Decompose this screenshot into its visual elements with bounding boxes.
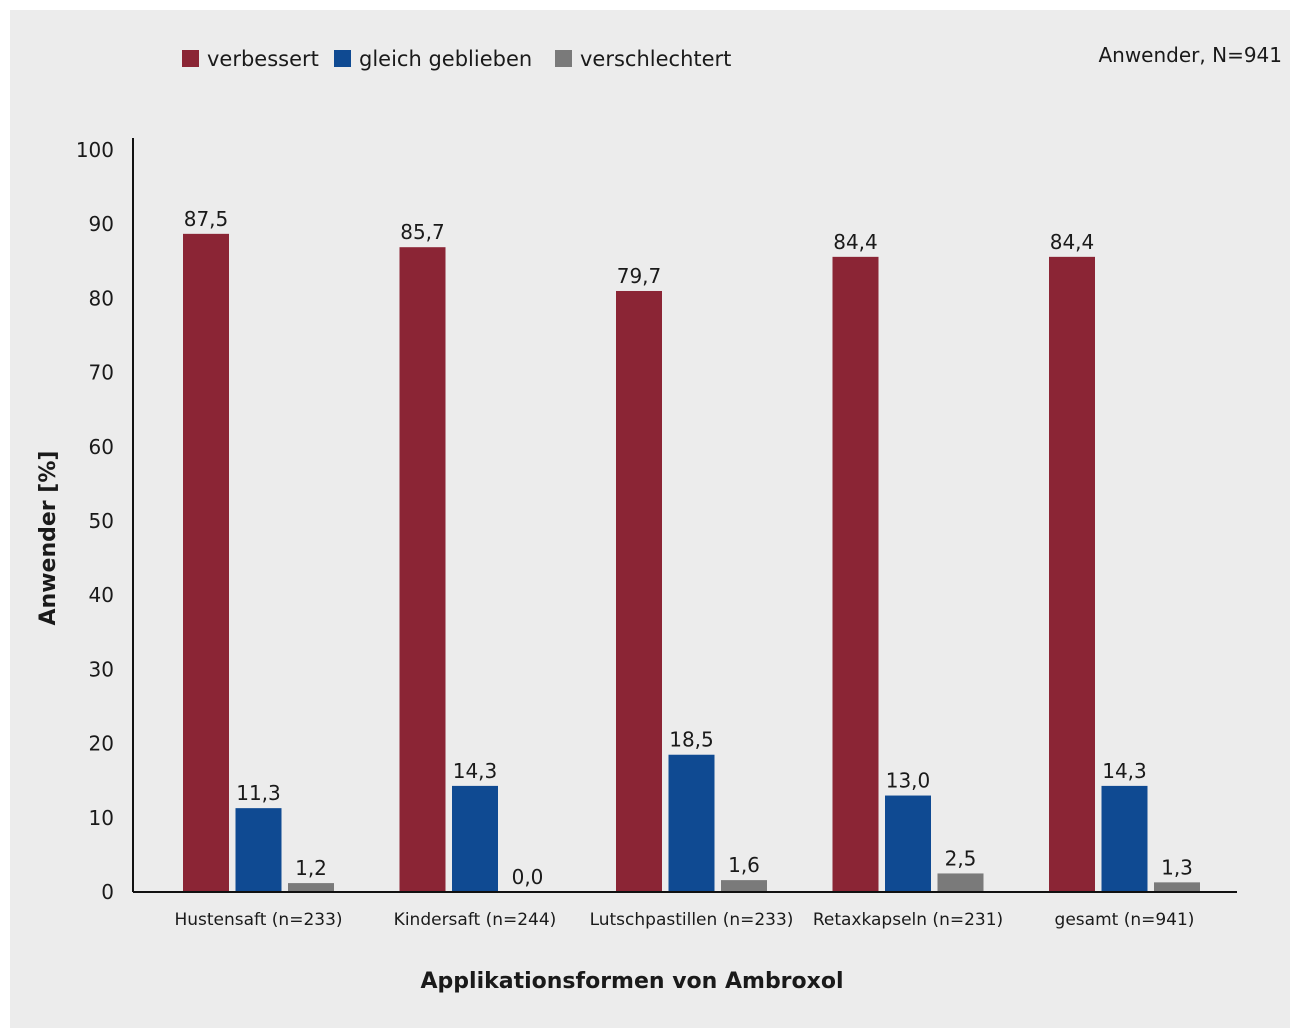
legend-label-0: verbessert — [207, 47, 319, 71]
data-label: 79,7 — [617, 264, 662, 288]
legend-swatch-1 — [334, 50, 351, 67]
y-axis-title: Anwender [%] — [36, 451, 61, 626]
bar-verschlechtert-3 — [937, 873, 984, 892]
data-label: 18,5 — [669, 728, 714, 752]
bar-verbessert-0 — [183, 233, 229, 892]
y-tick-label: 100 — [76, 138, 114, 162]
data-label: 1,3 — [1161, 855, 1193, 879]
bar-verschlechtert-2 — [721, 880, 767, 892]
y-tick-label: 90 — [89, 212, 114, 236]
data-label: 14,3 — [1102, 759, 1147, 783]
y-tick-label: 40 — [89, 583, 114, 607]
category-label: Kindersaft (n=244) — [394, 910, 557, 930]
sample-size-note: Anwender, N=941 — [1098, 43, 1282, 67]
y-tick-label: 30 — [89, 657, 114, 681]
y-tick-label: 20 — [89, 732, 114, 756]
category-label: gesamt (n=941) — [1055, 910, 1195, 930]
y-tick-label: 10 — [89, 806, 114, 830]
y-tick-label: 60 — [89, 435, 114, 459]
legend-swatch-2 — [555, 50, 572, 67]
data-label: 11,3 — [236, 781, 281, 805]
bar-verbessert-1 — [399, 247, 446, 892]
y-axis: 0 10 20 30 40 50 60 70 80 90 100 — [76, 138, 134, 904]
category-label: Hustensaft (n=233) — [174, 910, 342, 930]
y-tick-label: 80 — [89, 286, 114, 310]
bar-verbessert-4 — [1049, 256, 1095, 892]
bar-verbessert-3 — [832, 256, 879, 892]
data-label: 84,4 — [833, 230, 878, 254]
x-axis-title: Applikationsformen von Ambroxol — [421, 969, 844, 994]
bars: 87,5 11,3 1,2 85,7 14,3 0,0 79,7 18,5 1,6 84,4 13,… — [183, 207, 1200, 893]
bar-gleich-geblieben-2 — [668, 754, 715, 892]
category-label: Retaxkapseln (n=231) — [813, 910, 1003, 930]
bar-gleich-geblieben-0 — [235, 808, 282, 892]
data-label: 14,3 — [453, 759, 498, 783]
data-label: 13,0 — [886, 769, 931, 793]
category-label: Lutschpastillen (n=233) — [590, 910, 794, 930]
y-tick-label: 70 — [89, 361, 114, 385]
x-axis: Hustensaft (n=233) Kindersaft (n=244) Luts… — [133, 891, 1237, 930]
data-label: 84,4 — [1050, 230, 1095, 254]
legend-label-1: gleich geblieben — [359, 47, 532, 71]
data-label: 1,6 — [728, 853, 760, 877]
bar-verbessert-2 — [616, 290, 662, 893]
data-label: 85,7 — [400, 220, 445, 244]
y-tick-label: 0 — [101, 880, 114, 904]
y-tick-label: 50 — [89, 509, 114, 533]
data-label: 2,5 — [945, 846, 977, 870]
legend-label-2: verschlechtert — [580, 47, 731, 71]
bar-gleich-geblieben-4 — [1101, 785, 1148, 892]
data-label: 0,0 — [512, 865, 544, 889]
bar-verschlechtert-0 — [288, 883, 334, 892]
bar-gleich-geblieben-3 — [885, 795, 931, 892]
data-label: 87,5 — [184, 207, 229, 231]
data-label: 1,2 — [295, 856, 327, 880]
legend: verbessert gleich geblieben verschlechtert — [182, 47, 731, 71]
bar-verschlechtert-4 — [1154, 882, 1200, 892]
bar-gleich-geblieben-1 — [452, 785, 498, 892]
legend-swatch-0 — [182, 50, 199, 67]
